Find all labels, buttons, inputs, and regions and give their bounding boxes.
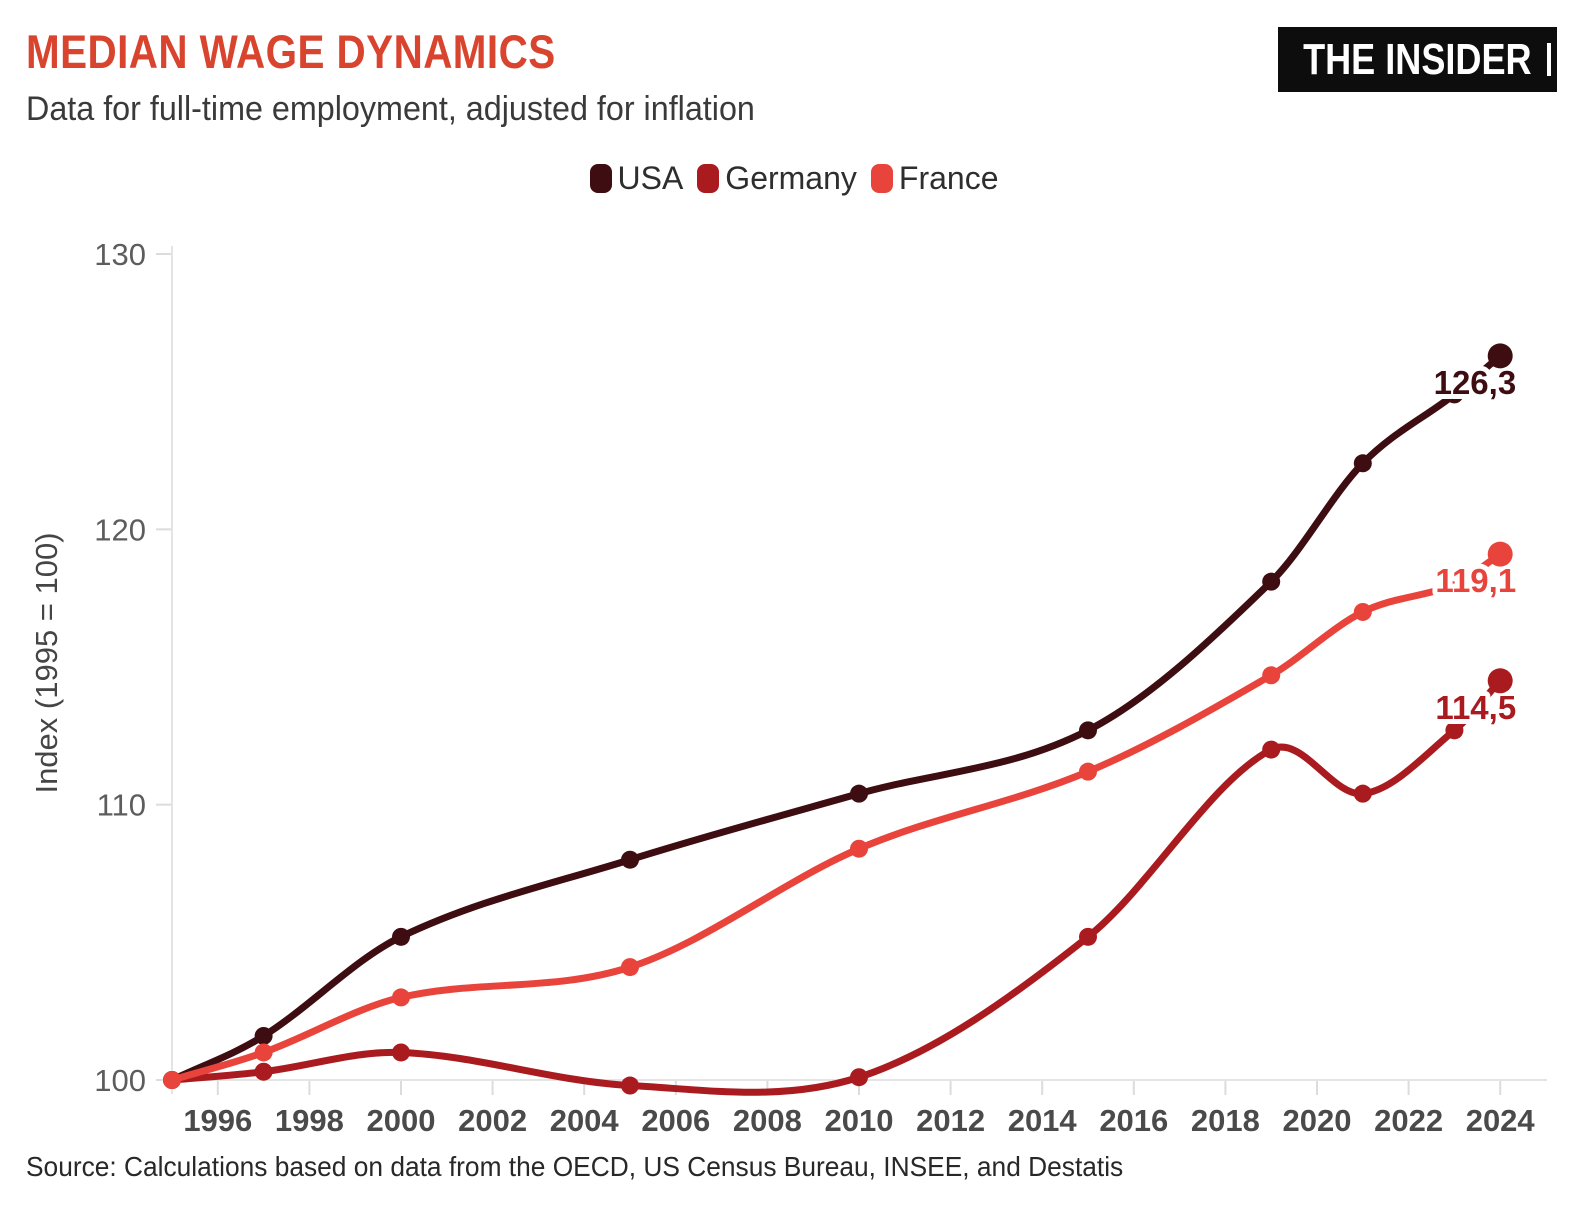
x-tick-label: 2010 (825, 1103, 894, 1138)
end-dot-france (1487, 541, 1513, 567)
x-tick-label: 2018 (1191, 1103, 1260, 1138)
legend-swatch-germany (697, 164, 720, 193)
point-germany-1997 (254, 1062, 273, 1081)
point-germany-2021 (1353, 784, 1372, 803)
end-value-label-germany: 114,5 (1435, 689, 1516, 726)
brand-logo: THE INSIDER (1278, 27, 1557, 92)
legend-swatch-usa (589, 164, 612, 193)
end-value-label-france: 119,1 (1435, 562, 1516, 599)
x-tick-label: 2012 (916, 1103, 985, 1138)
end-dot-germany (1487, 668, 1513, 694)
point-germany-2019 (1262, 740, 1281, 759)
series-line-germany (168, 677, 1504, 1096)
page-subtitle: Data for full-time employment, adjusted … (26, 90, 755, 128)
legend-swatch-france (870, 164, 893, 193)
point-germany-2023 (1445, 721, 1464, 740)
point-usa-2021 (1353, 454, 1372, 473)
x-tick-label: 2002 (458, 1103, 527, 1138)
x-tick-label: 2004 (550, 1103, 620, 1138)
x-tick-label: 1998 (275, 1103, 344, 1138)
legend-item-germany: Germany (697, 160, 857, 196)
point-france-1995 (163, 1071, 181, 1089)
point-usa-2023 (1445, 385, 1464, 404)
point-france-2019 (1262, 666, 1281, 685)
point-france-2015 (1079, 762, 1097, 781)
legend-label-germany: Germany (725, 160, 857, 196)
y-tick-label: 110 (97, 788, 146, 823)
point-france-2023 (1445, 575, 1464, 594)
point-germany-2010 (850, 1068, 868, 1087)
end-value-label-usa: 126,3 (1434, 364, 1517, 401)
x-tick-label: 2014 (1008, 1103, 1078, 1138)
x-tick-label: 2022 (1374, 1103, 1443, 1138)
point-france-2021 (1353, 602, 1372, 621)
y-tick-label: 130 (94, 237, 146, 272)
point-usa-2019 (1262, 572, 1281, 591)
x-tick-label: 2016 (1099, 1103, 1168, 1138)
point-germany-2000 (392, 1043, 410, 1062)
legend-label-usa: USA (617, 160, 684, 196)
x-tick-label: 2000 (367, 1103, 436, 1138)
series-line-usa (168, 352, 1504, 1084)
source-note: Source: Calculations based on data from … (26, 1151, 1124, 1182)
legend-item-usa: USA (589, 160, 684, 196)
y-axis-title: Index (1995 = 100) (29, 532, 64, 793)
y-tick-label: 100 (94, 1063, 146, 1098)
end-dot-usa (1487, 343, 1513, 369)
logo-cursor-bar (1547, 43, 1551, 76)
x-tick-label: 2006 (641, 1103, 710, 1138)
y-tick-label: 120 (94, 512, 146, 547)
x-tick-label: 2024 (1466, 1103, 1536, 1138)
point-germany-2015 (1079, 927, 1097, 946)
legend: USA Germany France (0, 160, 1588, 196)
page-title: MEDIAN WAGE DYNAMICS (26, 25, 556, 78)
point-usa-2000 (392, 927, 410, 946)
point-france-1997 (254, 1043, 273, 1062)
point-france-2000 (392, 988, 410, 1007)
point-usa-2015 (1079, 721, 1097, 740)
point-germany-2005 (621, 1076, 639, 1095)
point-usa-2010 (850, 784, 868, 803)
series-line-france (168, 550, 1504, 1084)
legend-item-france: France (870, 160, 999, 196)
point-france-2005 (621, 958, 639, 977)
legend-label-france: France (898, 160, 999, 196)
brand-logo-text: THE INSIDER (1303, 34, 1532, 84)
point-usa-2005 (621, 850, 639, 869)
point-france-2010 (850, 839, 868, 858)
x-tick-label: 1996 (183, 1103, 252, 1138)
point-usa-1997 (254, 1026, 273, 1045)
x-tick-label: 2020 (1283, 1103, 1352, 1138)
x-tick-label: 2008 (733, 1103, 802, 1138)
